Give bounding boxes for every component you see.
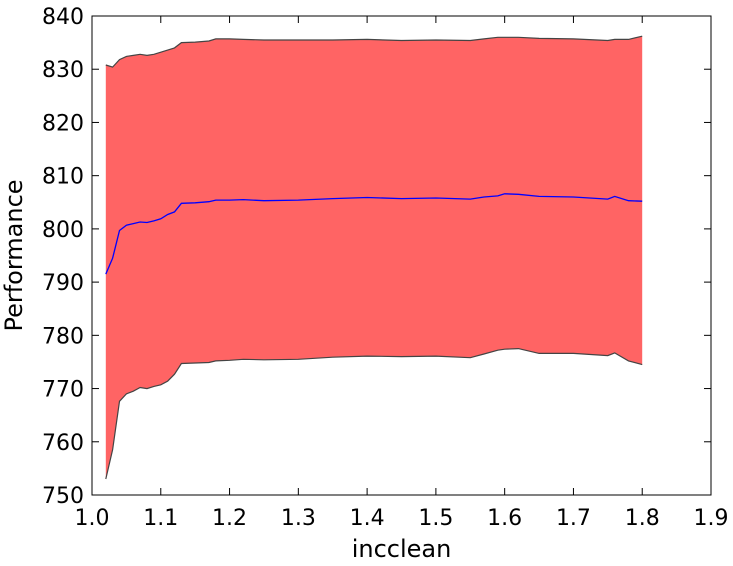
mean-line xyxy=(105,193,643,275)
x-tick-label: 1.0 xyxy=(75,506,110,531)
y-tick-label: 830 xyxy=(42,58,84,83)
y-tick-label: 840 xyxy=(42,5,84,30)
y-axis-label: Performance xyxy=(0,179,28,331)
ticks: 1.0 1.1 1.2 1.3 1.4 1.5 1.6 1.7 1.8 1.9 750 760 770 7… xyxy=(42,5,729,531)
x-tick-label: 1.6 xyxy=(487,506,522,531)
x-tick-label: 1.1 xyxy=(143,506,178,531)
x-tick-label: 1.2 xyxy=(212,506,247,531)
x-tick-label: 1.5 xyxy=(418,506,453,531)
band-lower-edge xyxy=(105,347,643,480)
y-tick-label: 760 xyxy=(42,431,84,456)
y-tick-label: 820 xyxy=(42,111,84,136)
axes-frame xyxy=(91,15,712,496)
x-tick-label: 1.8 xyxy=(625,506,660,531)
y-tick-label: 750 xyxy=(42,484,84,509)
x-tick-label: 1.4 xyxy=(350,506,385,531)
x-tick-label: 1.3 xyxy=(281,506,316,531)
plot-area xyxy=(105,35,643,480)
x-tick-label: 1.7 xyxy=(556,506,591,531)
confidence-band xyxy=(105,36,643,479)
x-tick-label: 1.9 xyxy=(694,506,729,531)
x-axis-label: incclean xyxy=(352,535,452,563)
band-upper-edge xyxy=(105,35,643,68)
y-tick-label: 800 xyxy=(42,218,84,243)
y-tick-label: 780 xyxy=(42,324,84,349)
y-tick-label: 810 xyxy=(42,165,84,190)
y-tick-label: 790 xyxy=(42,271,84,296)
y-tick-label: 770 xyxy=(42,378,84,403)
